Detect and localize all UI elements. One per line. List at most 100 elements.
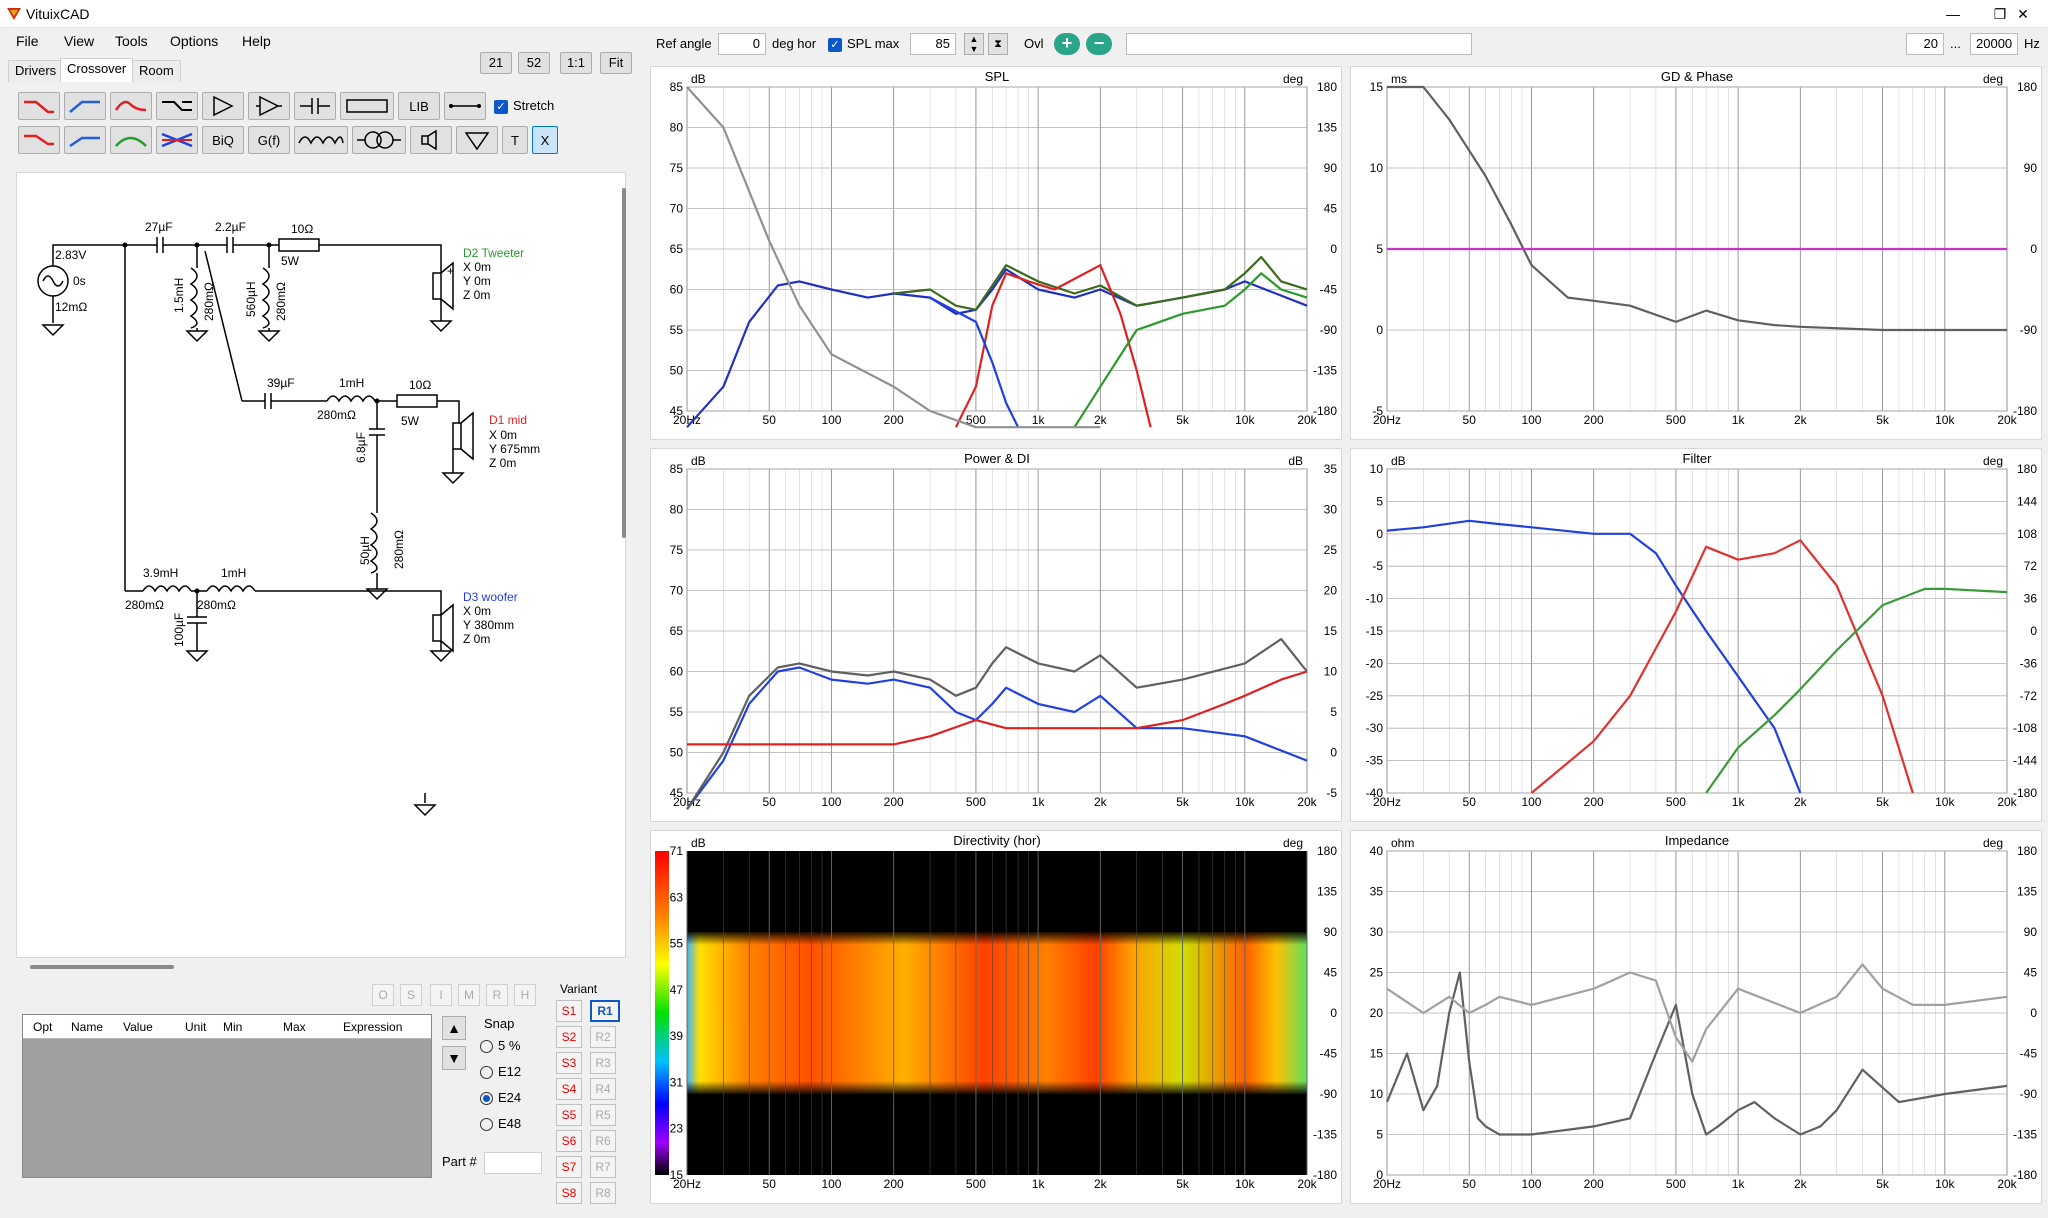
text-button[interactable]: T	[502, 126, 528, 154]
spl-fit-icon[interactable]: ⧗	[988, 33, 1008, 55]
zoom-fit-button[interactable]: Fit	[600, 52, 632, 74]
filter-chart-panel[interactable]: Filter dB deg 10 5 0 -5 -10 -15 -20 -25 -30 -35 -40 18…	[1350, 448, 2042, 822]
amplifier-button[interactable]	[202, 92, 244, 120]
y-tick-label-right: -45	[2020, 1047, 2038, 1061]
close-button[interactable]: ✕	[2017, 6, 2029, 22]
biquad-button[interactable]: BiQ	[202, 126, 244, 154]
part-number-input[interactable]	[484, 1152, 542, 1174]
variant-s6-button[interactable]: S6	[556, 1130, 582, 1152]
variant-s8-button[interactable]: S8	[556, 1182, 582, 1204]
menu-help[interactable]: Help	[242, 33, 271, 49]
snap-e12[interactable]: E12	[480, 1064, 521, 1080]
move-up-button[interactable]: ▲	[442, 1016, 466, 1040]
freq-max-input[interactable]: 20000	[1970, 33, 2018, 55]
bandpass-green-button[interactable]	[110, 126, 152, 154]
opt-o-button[interactable]: O	[372, 984, 394, 1006]
variant-s2-button[interactable]: S2	[556, 1026, 582, 1048]
spl-chart-panel[interactable]: SPL dB deg 85 80 75 70 65 60 55 50 45 180 135 90 45 0 -45…	[650, 66, 1342, 440]
freq-min-input[interactable]: 20	[1906, 33, 1944, 55]
spl-max-spinner[interactable]: ▲ ▼	[964, 33, 984, 55]
y-tick-label-left: -35	[1366, 754, 1384, 768]
directivity-chart-panel[interactable]: Directivity (hor) dB deg 71 63 55 47 39 31 23 15 18…	[650, 830, 1342, 1204]
variant-r6-button[interactable]: R6	[590, 1130, 616, 1152]
notch-icon	[161, 132, 193, 148]
tab-room[interactable]: Room	[132, 60, 181, 82]
y-tick-label-left: -10	[1366, 592, 1384, 606]
tab-crossover[interactable]: Crossover	[60, 58, 134, 82]
snap-5pct[interactable]: 5 %	[480, 1038, 520, 1054]
impedance-chart-panel[interactable]: Impedance ohm deg 40 35 30 25 20 15 10 5 0 180 135 90 4…	[1350, 830, 2042, 1204]
minimize-button[interactable]: —	[1946, 6, 1960, 22]
highpass2-blue-button[interactable]	[64, 126, 106, 154]
driver-woofer-z: Z 0m	[463, 632, 490, 646]
snap-e24[interactable]: E24	[480, 1090, 521, 1106]
x-tick-label: 200	[1584, 413, 1604, 427]
title-bar: VituixCAD — ❐ ✕	[0, 0, 2048, 28]
schematic-canvas[interactable]: 2.83V 0s 12mΩ 27µF 2.2µF 10Ω 5W 1.5mH 28…	[16, 172, 626, 958]
spl-max-toggle[interactable]: ✓ SPL max	[828, 36, 899, 52]
wire-icon	[449, 104, 481, 108]
y-tick-label-right: 0	[1330, 746, 1337, 760]
opt-h-button[interactable]: H	[514, 984, 536, 1006]
transformer-button[interactable]	[352, 126, 406, 154]
driver-button[interactable]	[410, 126, 452, 154]
gf-button[interactable]: G(f)	[248, 126, 290, 154]
opt-s-button[interactable]: S	[400, 984, 422, 1006]
opt-m-button[interactable]: M	[458, 984, 480, 1006]
stretch-toggle[interactable]: ✓ Stretch	[494, 98, 554, 114]
zoom-1to1-button[interactable]: 1:1	[560, 52, 592, 74]
gd-phase-chart-panel[interactable]: GD & Phase ms deg 15 10 5 0 -5 180 90 0 -90 -180 20Hz…	[1350, 66, 2042, 440]
variant-r7-button[interactable]: R7	[590, 1156, 616, 1178]
variant-r5-button[interactable]: R5	[590, 1104, 616, 1126]
schematic-vertical-scrollbar[interactable]	[622, 188, 626, 538]
crossover-schematic: 2.83V 0s 12mΩ 27µF 2.2µF 10Ω 5W 1.5mH 28…	[37, 220, 540, 817]
buffer-button[interactable]	[248, 92, 290, 120]
variant-s4-button[interactable]: S4	[556, 1078, 582, 1100]
menu-file[interactable]: File	[16, 33, 39, 49]
variant-s7-button[interactable]: S7	[556, 1156, 582, 1178]
notch-button[interactable]	[156, 126, 198, 154]
y-tick-label-right: -180	[2013, 786, 2037, 800]
optimizer-table[interactable]: Opt Name Value Unit Min Max Expression	[22, 1014, 432, 1178]
variant-r8-button[interactable]: R8	[590, 1182, 616, 1204]
variant-s3-button[interactable]: S3	[556, 1052, 582, 1074]
opt-r-button[interactable]: R	[486, 984, 508, 1006]
lowpass2-red-button[interactable]	[18, 126, 60, 154]
variant-r3-button[interactable]: R3	[590, 1052, 616, 1074]
ref-angle-input[interactable]: 0	[718, 33, 766, 55]
menu-tools[interactable]: Tools	[115, 33, 148, 49]
capacitor-button[interactable]	[294, 92, 336, 120]
spl-max-input[interactable]: 85	[910, 33, 956, 55]
library-button[interactable]: LIB	[398, 92, 440, 120]
ref-angle-label: Ref angle	[656, 36, 712, 51]
menu-view[interactable]: View	[64, 33, 95, 49]
bandpass-red-button[interactable]	[110, 92, 152, 120]
variant-r4-button[interactable]: R4	[590, 1078, 616, 1100]
zoom-21-button[interactable]: 21	[480, 52, 512, 74]
variant-r2-button[interactable]: R2	[590, 1026, 616, 1048]
tab-drivers[interactable]: Drivers	[8, 60, 64, 82]
zoom-52-button[interactable]: 52	[518, 52, 550, 74]
remove-overlay-button[interactable]: −	[1086, 33, 1112, 55]
restore-button[interactable]: ❐	[1993, 6, 2007, 22]
y-tick-label-left: 35	[1370, 885, 1384, 899]
resistor-button[interactable]	[340, 92, 394, 120]
schematic-horizontal-scrollbar[interactable]	[30, 965, 174, 969]
opt-i-button[interactable]: I	[430, 984, 452, 1006]
inductor-button[interactable]	[294, 126, 348, 154]
add-overlay-button[interactable]: +	[1054, 33, 1080, 55]
variant-r1-button[interactable]: R1	[590, 1000, 620, 1022]
snap-e48[interactable]: E48	[480, 1116, 521, 1132]
variant-s5-button[interactable]: S5	[556, 1104, 582, 1126]
switch-button[interactable]	[156, 92, 198, 120]
wire-button[interactable]	[444, 92, 486, 120]
highpass-blue-button[interactable]	[64, 92, 106, 120]
power-di-chart-panel[interactable]: Power & DI dB dB 85 80 75 70 65 60 55 50 45 35 30 25 20…	[650, 448, 1342, 822]
delete-mode-button[interactable]: X	[532, 126, 558, 154]
variant-s1-button[interactable]: S1	[556, 1000, 582, 1022]
overlay-input[interactable]	[1126, 33, 1472, 55]
menu-options[interactable]: Options	[170, 33, 219, 49]
ground-button[interactable]	[456, 126, 498, 154]
move-down-button[interactable]: ▼	[442, 1046, 466, 1070]
lowpass-red-button[interactable]	[18, 92, 60, 120]
